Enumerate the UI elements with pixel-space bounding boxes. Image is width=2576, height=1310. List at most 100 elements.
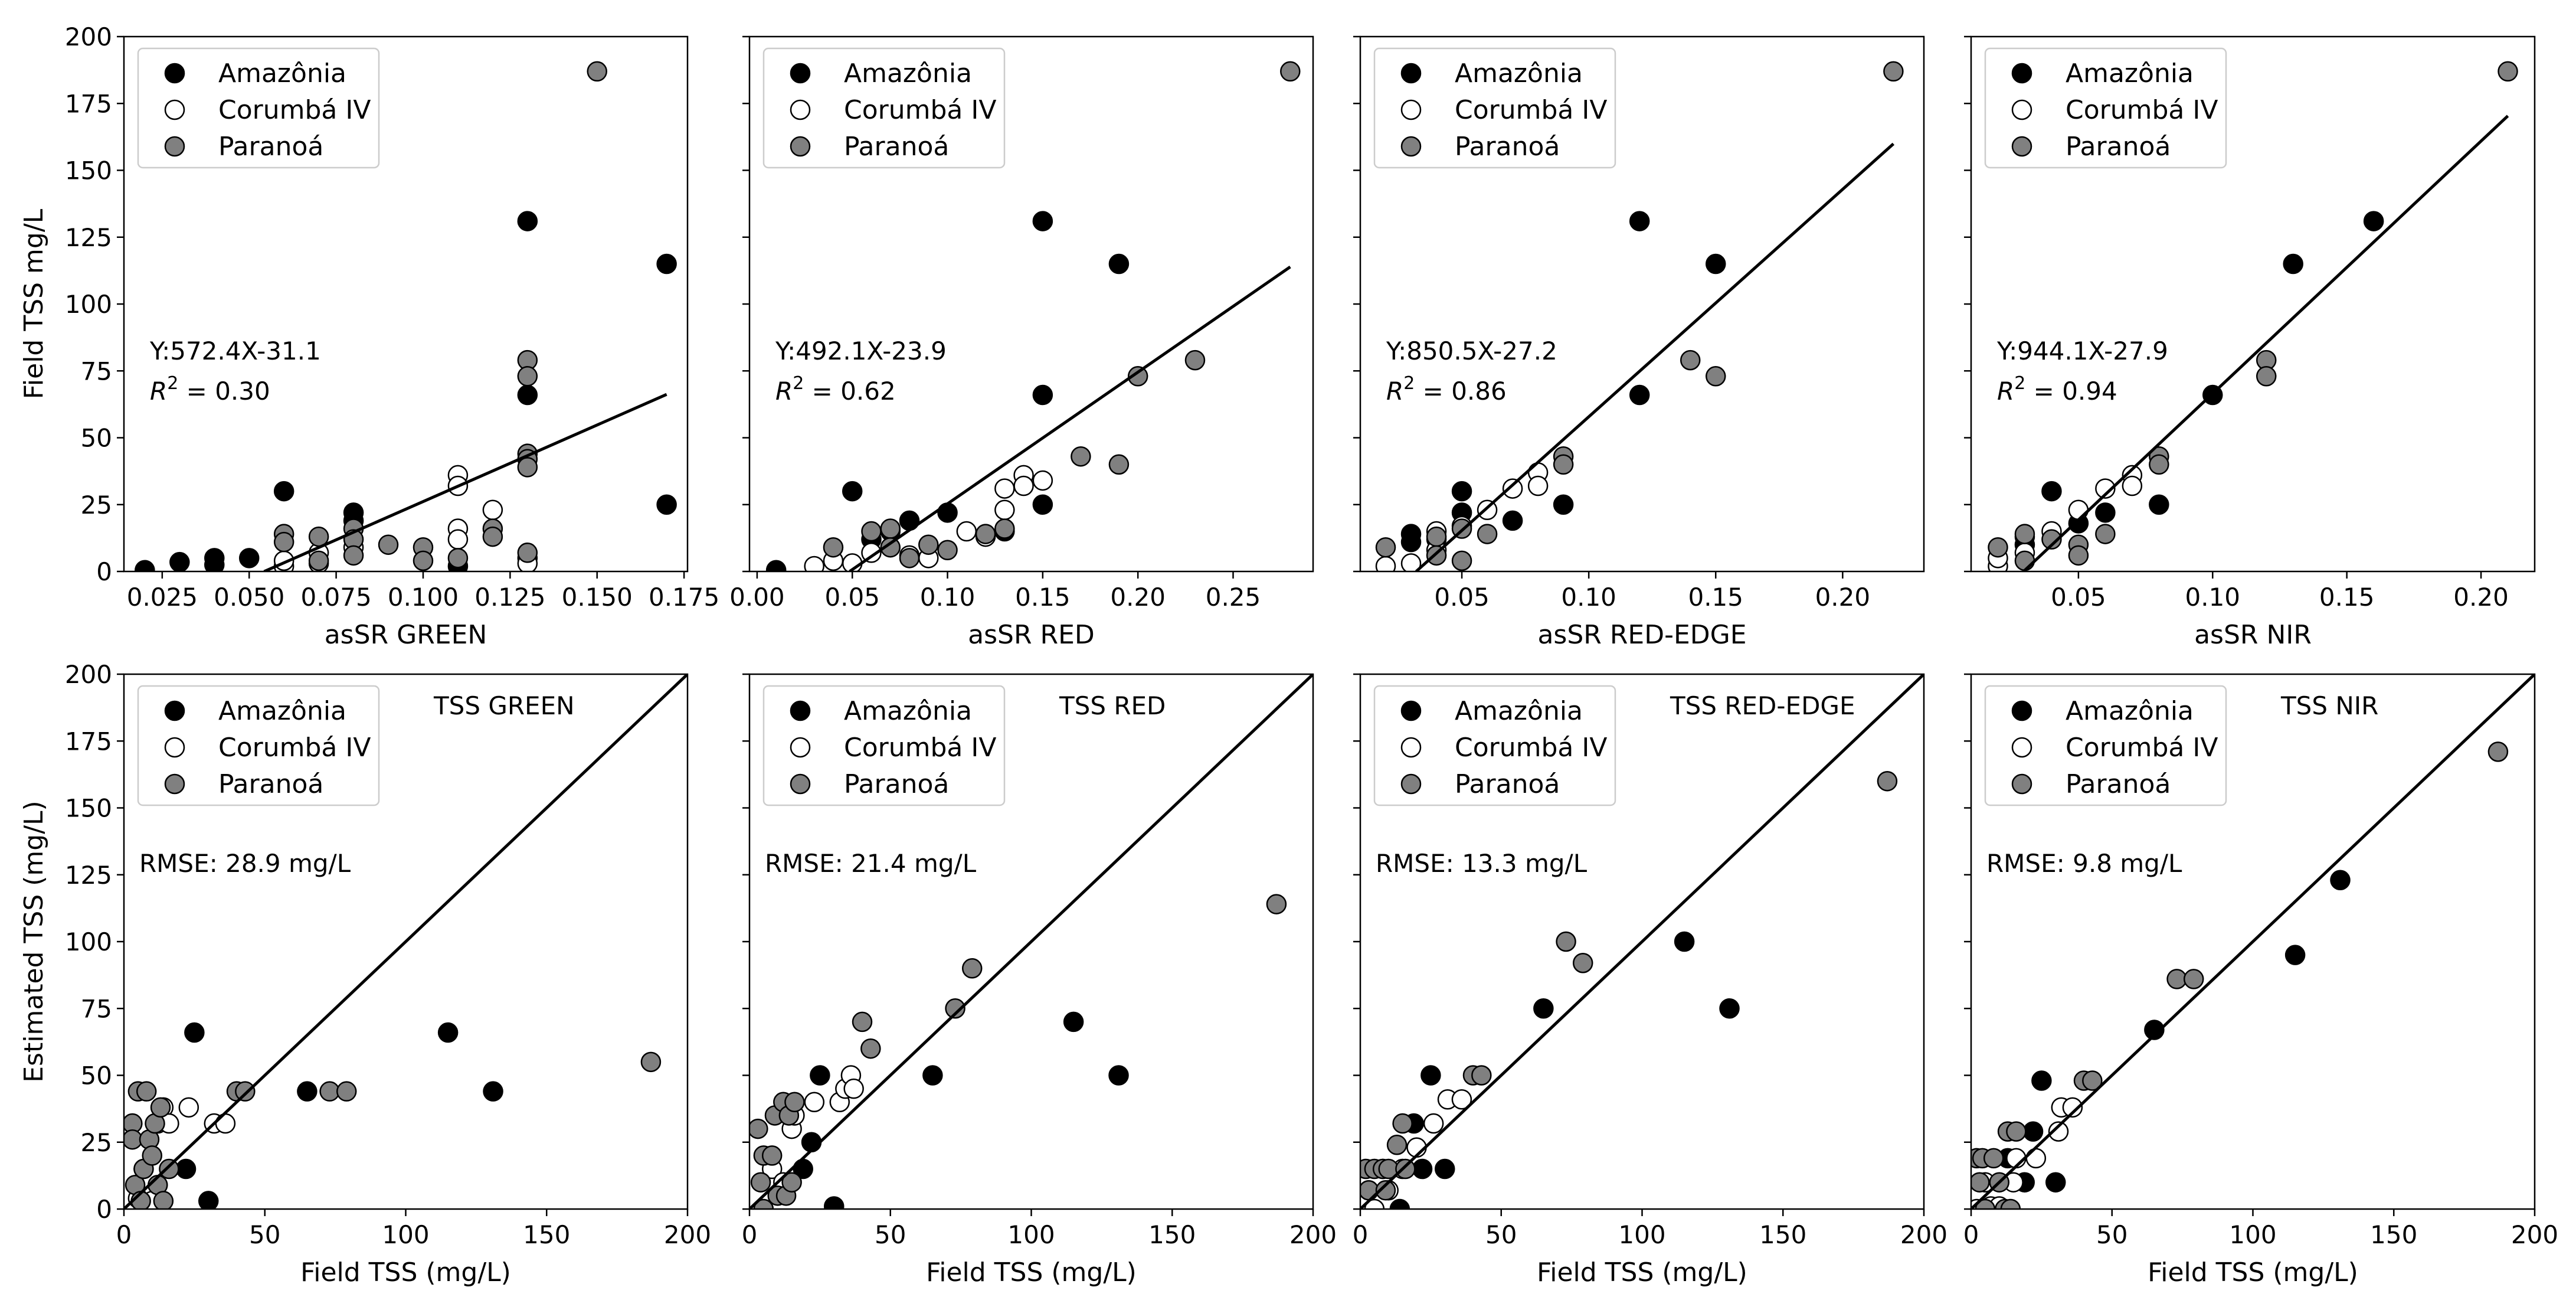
- legend-marker-corumb-iv: [2011, 737, 2032, 758]
- legend-marker-parano-: [2011, 136, 2032, 157]
- r-equals: =: [2025, 377, 2062, 406]
- x-axis-label: asSR GREEN: [325, 620, 487, 650]
- y-tick-label: 125: [65, 223, 112, 252]
- one-to-one-line: [749, 674, 1313, 1209]
- legend-marker-amaz-nia: [790, 700, 811, 721]
- legend-label-corumb-iv: Corumbá IV: [844, 95, 996, 125]
- point-amaz-nia: [922, 1065, 943, 1086]
- point-parano-: [1451, 550, 1472, 571]
- x-tick-label: 0.15: [2319, 583, 2375, 612]
- r-equals: =: [178, 377, 215, 406]
- y-tick-label: 175: [65, 727, 112, 756]
- legend-marker-parano-: [164, 773, 185, 795]
- point-corumb-iv: [843, 1078, 864, 1099]
- regression-equation: Y:492.1X-23.9: [775, 337, 947, 365]
- point-parano-: [319, 1081, 340, 1102]
- point-parano-: [2014, 550, 2035, 571]
- x-tick-label: 0.025: [127, 583, 198, 612]
- x-axis-label: Field TSS (mg/L): [300, 1257, 511, 1288]
- legend-label-amaz-nia: Amazônia: [218, 696, 346, 726]
- point-parano-: [640, 1051, 662, 1073]
- point-corumb-iv: [994, 478, 1015, 499]
- x-tick-label: 200: [2511, 1220, 2558, 1249]
- data-layer: [1971, 674, 2535, 1209]
- plot-frame: [1359, 35, 1925, 573]
- legend-label-corumb-iv: Corumbá IV: [2066, 733, 2218, 763]
- point-parano-: [1127, 366, 1148, 387]
- legend: Amazônia Corumbá IV Paranoá: [1984, 685, 2227, 806]
- panel-0-3: 0.05 0.10 0.15 0.20 asSR NIR Amazônia Corumbá …: [1964, 35, 2536, 650]
- legend-marker-corumb-iv: [790, 99, 811, 120]
- legend-marker-corumb-iv: [1400, 737, 1422, 758]
- point-amaz-nia: [2363, 211, 2384, 231]
- point-parano-: [2014, 524, 2035, 544]
- y-tick-label: 125: [65, 861, 112, 890]
- panel-1-1: 0 50 100 150 200 Field TSS (mg/L) Amazônia Coru…: [742, 673, 1337, 1288]
- point-parano-: [1280, 61, 1301, 82]
- panel-1-0: 0 50 100 150 200 0 25 50 75 100 125 150 175 200 Field …: [19, 660, 711, 1288]
- x-tick-label: 200: [664, 1220, 711, 1249]
- point-parano-: [1471, 1065, 1492, 1086]
- point-parano-: [273, 531, 294, 553]
- point-corumb-iv: [482, 499, 503, 521]
- point-parano-: [1680, 349, 1701, 371]
- x-tick-label: 200: [1289, 1220, 1337, 1249]
- point-corumb-iv: [2095, 478, 2116, 499]
- x-axis-label: Field TSS (mg/L): [2148, 1257, 2358, 1288]
- point-amaz-nia: [1420, 1065, 1441, 1086]
- y-tick-label: 50: [81, 424, 112, 453]
- r-symbol: R: [775, 377, 793, 406]
- point-parano-: [937, 540, 958, 561]
- x-tick-label: 200: [1900, 1220, 1947, 1249]
- point-amaz-nia: [517, 211, 538, 231]
- point-parano-: [482, 526, 503, 547]
- point-corumb-iv: [2048, 1121, 2069, 1142]
- point-parano-: [1553, 454, 1574, 475]
- point-parano-: [1426, 526, 1447, 547]
- point-parano-: [1877, 770, 1898, 792]
- x-tick-label: 0: [1353, 1220, 1369, 1249]
- point-corumb-iv: [178, 1097, 199, 1118]
- panel-0-2: 0.05 0.10 0.15 0.20 asSR RED-EDGE Amazônia Cor…: [1353, 35, 1925, 650]
- point-parano-: [860, 1038, 881, 1059]
- x-tick-label: 150: [1148, 1220, 1196, 1249]
- point-parano-: [517, 457, 538, 478]
- point-parano-: [1071, 446, 1091, 467]
- legend-marker-amaz-nia: [164, 63, 185, 84]
- one-to-one-line: [1971, 674, 2535, 1209]
- point-corumb-iv: [1502, 478, 1523, 499]
- x-tick-label: 0.15: [1688, 583, 1743, 612]
- x-axis-label: Field TSS (mg/L): [926, 1257, 1137, 1288]
- point-amaz-nia: [1435, 1158, 1455, 1180]
- point-parano-: [336, 1081, 357, 1102]
- y-tick-label: 0: [96, 1195, 112, 1224]
- point-parano-: [899, 548, 920, 569]
- point-corumb-iv: [215, 1113, 236, 1134]
- point-amaz-nia: [2330, 870, 2351, 891]
- legend-label-parano-: Paranoá: [1455, 132, 1560, 162]
- one-to-one-line: [1360, 674, 1924, 1209]
- x-axis-label: asSR RED-EDGE: [1537, 620, 1746, 650]
- point-parano-: [343, 545, 364, 566]
- legend-label-parano-: Paranoá: [844, 769, 949, 799]
- point-corumb-iv: [1451, 1089, 1472, 1110]
- point-parano-: [1375, 1180, 1396, 1201]
- legend: Amazônia Corumbá IV Paranoá: [1373, 685, 1616, 806]
- point-parano-: [378, 534, 399, 555]
- r-equals: =: [804, 377, 840, 406]
- r-squared-annotation: R2 = 0.30: [150, 373, 270, 406]
- data-layer: [749, 674, 1313, 1209]
- legend-frame: [762, 47, 1006, 169]
- rmse-annotation: RMSE: 9.8 mg/L: [1986, 849, 2182, 878]
- legend-marker-parano-: [2011, 773, 2032, 795]
- point-amaz-nia: [765, 560, 787, 571]
- x-axis-label: asSR RED: [968, 620, 1095, 650]
- point-parano-: [2256, 366, 2277, 387]
- x-tick-label: 0.175: [649, 583, 719, 612]
- legend-marker-parano-: [1400, 136, 1422, 157]
- y-tick-label: 150: [65, 156, 112, 185]
- r-symbol: R: [1997, 377, 2014, 406]
- point-parano-: [823, 537, 844, 558]
- point-parano-: [2183, 969, 2204, 989]
- legend-label-amaz-nia: Amazônia: [844, 58, 972, 89]
